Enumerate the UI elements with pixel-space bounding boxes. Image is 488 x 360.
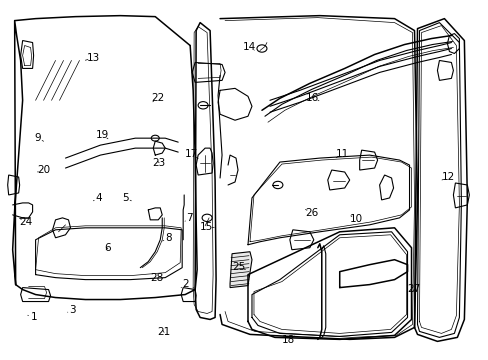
Text: 21: 21: [157, 327, 170, 337]
Text: 27: 27: [407, 284, 420, 294]
Polygon shape: [8, 175, 20, 195]
Polygon shape: [52, 218, 70, 238]
Text: 8: 8: [165, 233, 172, 243]
Text: 26: 26: [305, 208, 318, 218]
Text: 5: 5: [122, 193, 128, 203]
Text: 7: 7: [186, 213, 193, 222]
Circle shape: [198, 102, 208, 109]
Text: 17: 17: [185, 149, 198, 159]
Polygon shape: [192, 62, 224, 82]
Text: 22: 22: [151, 93, 164, 103]
Text: 11: 11: [335, 149, 348, 159]
Text: 15: 15: [200, 222, 213, 232]
Circle shape: [151, 135, 159, 141]
Text: 6: 6: [104, 243, 111, 253]
Text: 16: 16: [305, 93, 319, 103]
Text: 18: 18: [281, 334, 294, 345]
Text: 14: 14: [242, 42, 256, 52]
Text: 3: 3: [69, 305, 76, 315]
Polygon shape: [196, 148, 213, 175]
Text: 12: 12: [441, 172, 454, 182]
Text: 9: 9: [34, 133, 41, 143]
Text: 4: 4: [96, 193, 102, 203]
Polygon shape: [379, 175, 393, 200]
Polygon shape: [181, 288, 196, 302]
Polygon shape: [359, 150, 377, 170]
Text: 13: 13: [86, 53, 100, 63]
Text: 10: 10: [349, 215, 363, 224]
Text: 24: 24: [20, 217, 33, 227]
Polygon shape: [20, 288, 50, 302]
Polygon shape: [327, 170, 349, 190]
Polygon shape: [229, 252, 251, 288]
Text: 19: 19: [95, 130, 108, 140]
Polygon shape: [437, 60, 452, 80]
Circle shape: [256, 45, 266, 52]
Circle shape: [202, 214, 212, 221]
Polygon shape: [452, 183, 468, 208]
Polygon shape: [289, 230, 313, 250]
Text: 2: 2: [183, 279, 189, 289]
Text: 25: 25: [231, 262, 245, 272]
Text: 1: 1: [30, 312, 37, 322]
Text: 20: 20: [37, 165, 50, 175]
Text: 23: 23: [152, 158, 165, 168]
Text: 28: 28: [150, 273, 163, 283]
Polygon shape: [20, 41, 34, 68]
Circle shape: [272, 181, 283, 189]
